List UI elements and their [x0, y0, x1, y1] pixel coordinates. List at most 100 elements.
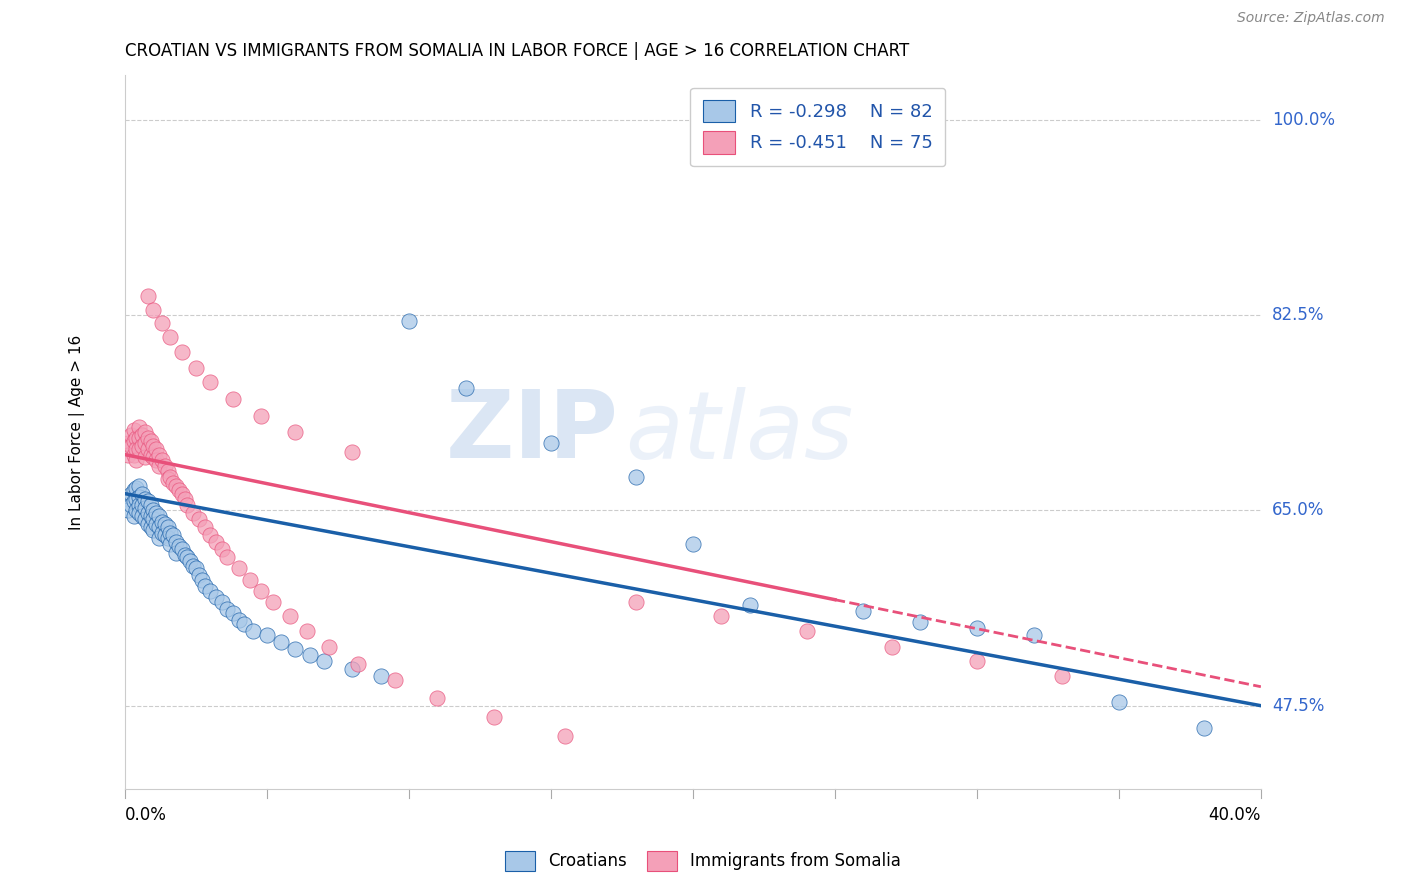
Point: [139, 508, 162, 523]
Point: [120, 498, 142, 512]
Point: [128, 479, 150, 493]
Point: [228, 561, 250, 575]
Point: [134, 501, 156, 516]
Point: [128, 490, 150, 504]
Point: [222, 606, 245, 620]
Point: [148, 448, 170, 462]
Point: [128, 419, 150, 434]
Point: [139, 434, 162, 449]
Point: [142, 302, 165, 317]
Point: [211, 595, 233, 609]
Point: [181, 506, 204, 520]
Text: CROATIAN VS IMMIGRANTS FROM SOMALIA IN LABOR FORCE | AGE > 16 CORRELATION CHART: CROATIAN VS IMMIGRANTS FROM SOMALIA IN L…: [125, 42, 910, 60]
Point: [966, 621, 988, 635]
Point: [198, 375, 221, 389]
Point: [136, 506, 159, 520]
Point: [117, 448, 139, 462]
Point: [181, 559, 204, 574]
Text: 47.5%: 47.5%: [1272, 697, 1324, 714]
Point: [347, 657, 370, 672]
Point: [122, 423, 145, 437]
Point: [1050, 668, 1073, 682]
Point: [142, 439, 165, 453]
Point: [278, 609, 301, 624]
Point: [145, 442, 167, 456]
Point: [159, 470, 181, 484]
Legend: R = -0.298    N = 82, R = -0.451    N = 75: R = -0.298 N = 82, R = -0.451 N = 75: [690, 87, 945, 166]
Point: [139, 448, 162, 462]
Text: In Labor Force | Age > 16: In Labor Force | Age > 16: [69, 334, 86, 530]
Point: [134, 492, 156, 507]
Point: [148, 458, 170, 473]
Point: [187, 512, 209, 526]
Point: [187, 568, 209, 582]
Point: [136, 431, 159, 445]
Point: [205, 591, 228, 605]
Point: [125, 431, 148, 445]
Point: [134, 425, 156, 440]
Point: [211, 542, 233, 557]
Point: [156, 464, 179, 478]
Point: [145, 453, 167, 467]
Point: [125, 442, 148, 456]
Point: [120, 427, 142, 442]
Point: [284, 425, 307, 440]
Point: [198, 583, 221, 598]
Point: [131, 486, 153, 500]
Point: [134, 450, 156, 464]
Point: [153, 528, 176, 542]
Point: [120, 486, 142, 500]
Point: [312, 654, 335, 668]
Point: [710, 609, 733, 624]
Text: Source: ZipAtlas.com: Source: ZipAtlas.com: [1237, 11, 1385, 25]
Point: [148, 508, 170, 523]
Point: [880, 640, 903, 654]
Point: [239, 573, 262, 587]
Point: [193, 579, 215, 593]
Point: [117, 436, 139, 450]
Point: [142, 450, 165, 464]
Point: [384, 673, 406, 687]
Point: [162, 475, 184, 490]
Point: [156, 472, 179, 486]
Point: [340, 662, 363, 676]
Point: [796, 624, 818, 638]
Point: [193, 520, 215, 534]
Point: [134, 436, 156, 450]
Point: [176, 498, 198, 512]
Point: [150, 316, 173, 330]
Point: [262, 595, 284, 609]
Point: [205, 534, 228, 549]
Point: [156, 520, 179, 534]
Point: [318, 640, 340, 654]
Point: [150, 525, 173, 540]
Point: [190, 573, 212, 587]
Point: [165, 546, 187, 560]
Point: [738, 599, 761, 613]
Point: [142, 512, 165, 526]
Point: [233, 617, 256, 632]
Point: [125, 481, 148, 495]
Point: [165, 479, 187, 493]
Point: [1108, 695, 1130, 709]
Point: [228, 613, 250, 627]
Point: [131, 508, 153, 523]
Point: [142, 524, 165, 538]
Point: [128, 431, 150, 445]
Point: [250, 409, 273, 423]
Point: [682, 537, 704, 551]
Point: [145, 516, 167, 531]
Legend: Croatians, Immigrants from Somalia: Croatians, Immigrants from Somalia: [496, 842, 910, 880]
Point: [125, 453, 148, 467]
Point: [159, 330, 181, 344]
Point: [117, 503, 139, 517]
Point: [136, 442, 159, 456]
Point: [256, 628, 278, 642]
Point: [173, 492, 195, 507]
Point: [125, 492, 148, 507]
Text: 65.0%: 65.0%: [1272, 501, 1324, 519]
Text: atlas: atlas: [624, 387, 853, 478]
Text: 82.5%: 82.5%: [1272, 306, 1324, 324]
Point: [153, 516, 176, 531]
Point: [852, 604, 875, 618]
